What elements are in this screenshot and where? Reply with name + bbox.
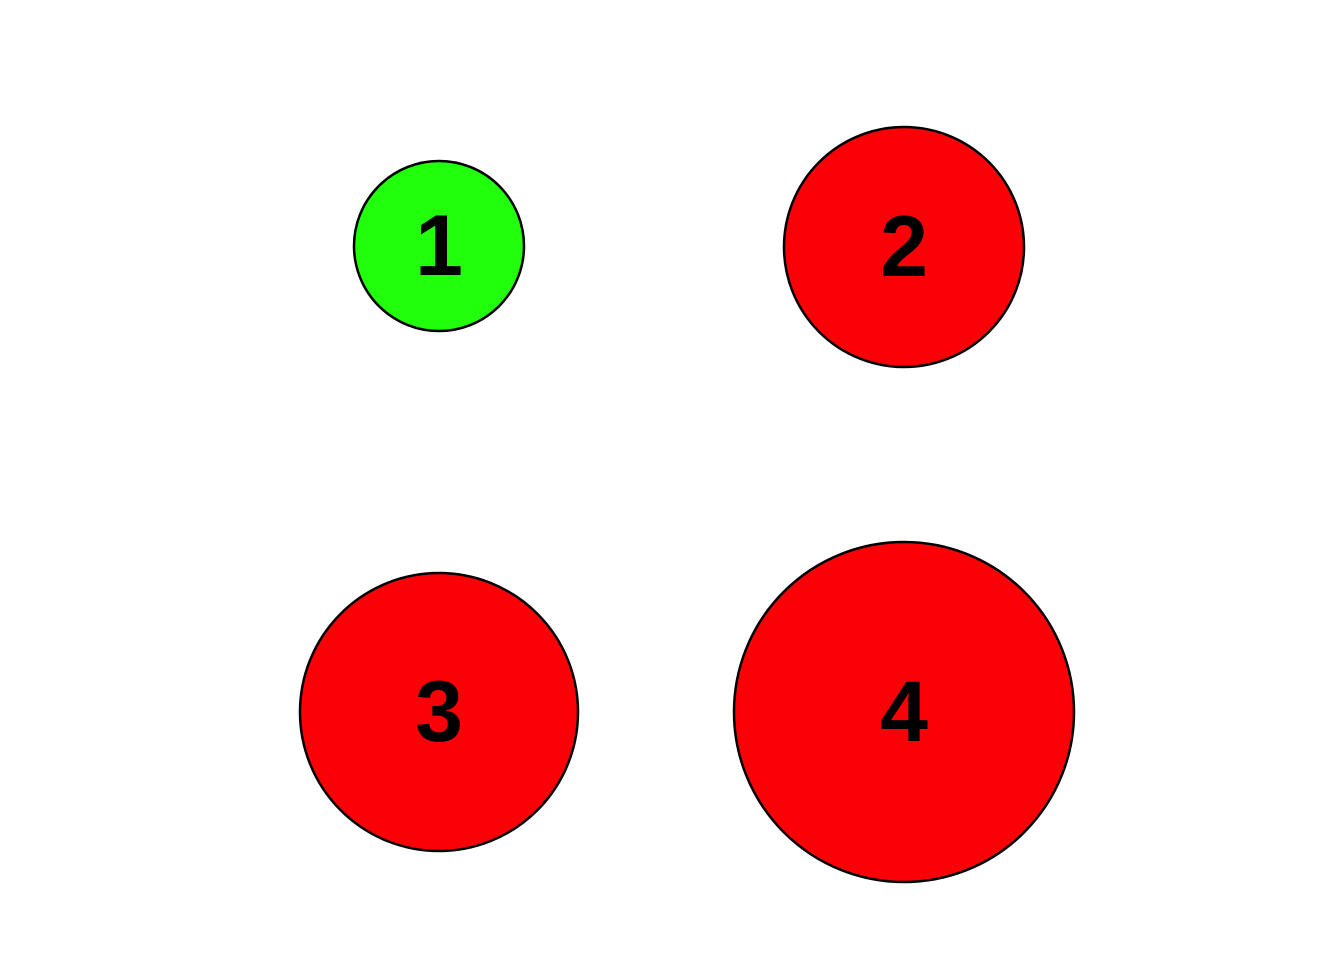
circle-4[interactable]	[732, 540, 1076, 884]
circle-2-group[interactable]: 2	[782, 125, 1026, 369]
circle-1[interactable]	[352, 159, 526, 333]
circle-1-label: 1	[415, 198, 463, 294]
circle-1-group[interactable]: 1	[352, 159, 526, 333]
circle-3-group[interactable]: 3	[298, 571, 580, 853]
circle-3-label: 3	[415, 664, 463, 760]
circle-4-label: 4	[880, 664, 928, 760]
circle-2-label: 2	[880, 199, 928, 295]
circle-2[interactable]	[782, 125, 1026, 369]
circle-3[interactable]	[298, 571, 580, 853]
circle-4-group[interactable]: 4	[732, 540, 1076, 884]
